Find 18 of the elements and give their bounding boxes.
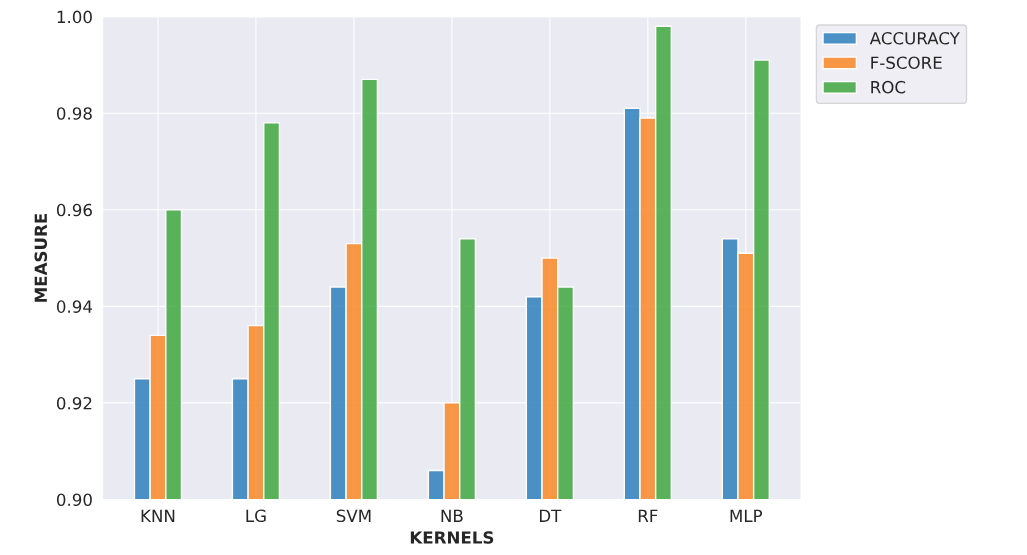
- y-tick-label: 0.96: [56, 203, 92, 217]
- x-tick-label: LG: [246, 509, 266, 523]
- y-tick-label: 0.98: [56, 107, 92, 120]
- y-tick-label: 0.94: [56, 300, 93, 313]
- x-tick-label: KNN: [141, 509, 175, 522]
- legend-label: ROC: [871, 80, 906, 94]
- x-axis-title: KERNELS: [410, 531, 494, 544]
- x-tick-label: RF: [638, 509, 658, 522]
- x-tick-label: NB: [441, 509, 463, 522]
- legend-label: ACCURACY: [869, 31, 960, 45]
- y-tick-label: 0.92: [56, 396, 92, 410]
- y-axis-title: MEASURE: [34, 213, 48, 302]
- x-tick-label: MLP: [730, 509, 763, 522]
- legend-label: F-SCORE: [871, 56, 942, 70]
- y-tick-label: 0.90: [56, 493, 92, 507]
- y-tick-label: 1.00: [57, 10, 92, 24]
- x-tick-label: DT: [539, 509, 562, 522]
- x-tick-label: SVM: [336, 509, 371, 523]
